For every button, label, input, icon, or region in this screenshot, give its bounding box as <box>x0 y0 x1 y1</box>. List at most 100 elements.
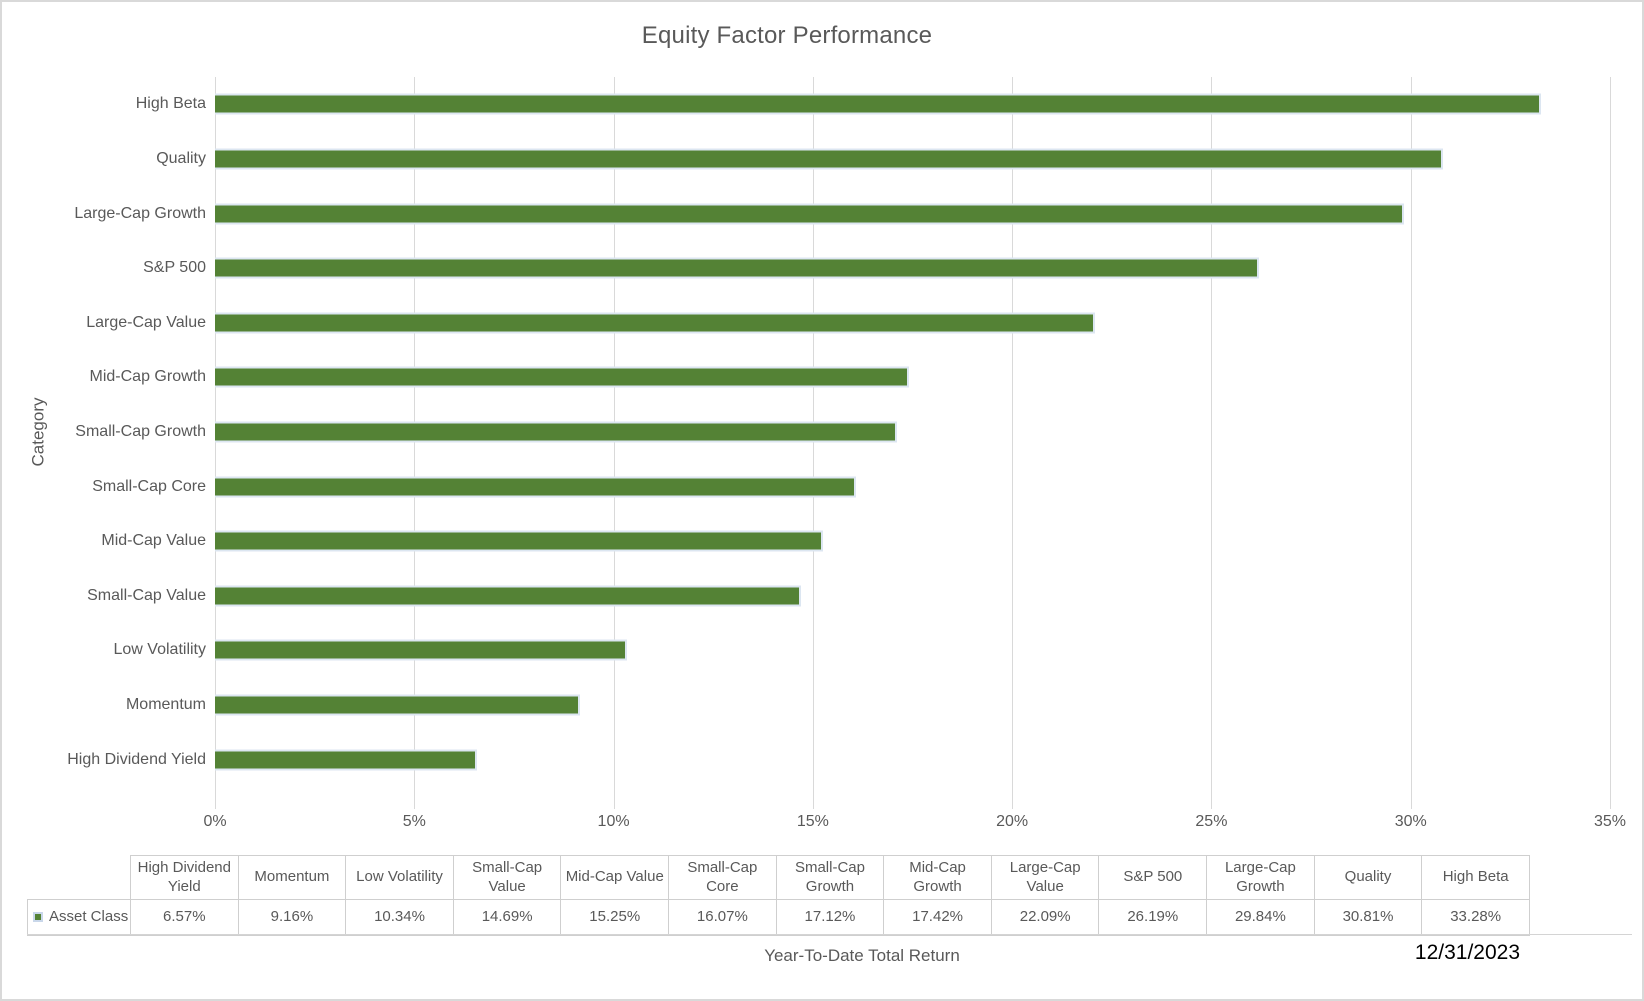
table-column-header: Large-Cap Value <box>990 855 1100 900</box>
x-axis-tick <box>215 787 216 809</box>
bar <box>215 530 823 552</box>
bar <box>215 312 1096 334</box>
category-label: Quality <box>156 149 206 167</box>
bar-row: S&P 500 <box>143 241 1610 296</box>
category-label: Mid-Cap Growth <box>89 368 206 386</box>
bar <box>215 694 581 716</box>
bar-row: High Beta <box>136 77 1610 132</box>
x-tick-label: 25% <box>1195 813 1228 830</box>
table-value-cell: 26.19% <box>1098 899 1208 936</box>
table-column-header: Small-Cap Core <box>668 855 777 900</box>
category-label: Mid-Cap Value <box>101 532 206 550</box>
table-column-header: Mid-Cap Growth <box>883 855 992 900</box>
bar <box>215 639 628 661</box>
table-value-row: Asset Class 6.57% 9.16% 10.34% 14.69% 15.25% 1… <box>27 899 1530 936</box>
category-label: Small-Cap Core <box>92 477 206 495</box>
table-column-header: High Beta <box>1421 855 1530 900</box>
category-label: Small-Cap Value <box>87 586 206 604</box>
table-column-header: Momentum <box>237 855 347 900</box>
x-tick-label: 20% <box>996 813 1029 830</box>
plot-area: 0% 5% 10% 15% 20% 25% 30% 35% High Beta Quality La… <box>67 77 1626 830</box>
x-tick-label: 30% <box>1394 813 1427 830</box>
bar <box>215 476 856 498</box>
bar-row: Small-Cap Value <box>87 569 1610 624</box>
bar-row: Large-Cap Growth <box>74 186 1610 241</box>
x-gridline <box>1610 77 1611 787</box>
bar <box>215 257 1259 279</box>
bar <box>215 93 1542 115</box>
bar <box>215 148 1443 170</box>
table-value-cell: 17.12% <box>775 899 885 936</box>
bar-row: Small-Cap Growth <box>75 405 1610 460</box>
y-axis-title-wrap: Category <box>20 77 56 787</box>
table-value-cell: 14.69% <box>452 899 562 936</box>
table-value-cell: 30.81% <box>1313 899 1423 936</box>
bar-row: Momentum <box>126 678 1610 733</box>
x-axis-tick <box>1610 787 1611 809</box>
data-table: High Dividend Yield Momentum Low Volatilit… <box>27 855 1530 936</box>
category-label: Large-Cap Growth <box>74 204 206 222</box>
category-label: High Beta <box>135 95 206 113</box>
x-axis-tick <box>1012 787 1014 809</box>
table-value-cell: 9.16% <box>237 899 347 936</box>
series-name-label: Asset Class <box>49 908 129 926</box>
table-body: High Dividend Yield Momentum Low Volatilit… <box>27 855 1530 936</box>
bar <box>215 585 801 607</box>
category-label: Momentum <box>125 696 206 714</box>
table-corner-cell <box>28 856 131 900</box>
bar-row: Low Volatility <box>114 623 1610 678</box>
table-value-cell: 6.57% <box>130 899 239 936</box>
table-column-header: Quality <box>1313 855 1423 900</box>
as-of-date: 12/31/2023 <box>1414 941 1520 964</box>
bar <box>215 366 910 388</box>
table-column-header: Small-Cap Growth <box>775 855 885 900</box>
y-axis-title: Category <box>28 397 48 467</box>
x-gridline <box>1211 77 1213 787</box>
table-value-cell: 33.28% <box>1421 899 1530 936</box>
x-axis-tick <box>1211 787 1213 809</box>
x-axis-tick <box>414 787 416 809</box>
table-value-cell: 17.42% <box>883 899 992 936</box>
bar-row: Mid-Cap Value <box>101 514 1610 569</box>
x-tick-label: 5% <box>402 813 426 830</box>
bar <box>215 421 898 443</box>
bar <box>215 203 1405 225</box>
bar-row: Quality <box>156 132 1610 187</box>
bar-row: Large-Cap Value <box>86 295 1610 350</box>
x-axis-title: Year-To-Date Total Return <box>764 946 960 965</box>
x-axis-tick <box>613 787 615 809</box>
table-column-header: Small-Cap Value <box>452 855 562 900</box>
category-label: Large-Cap Value <box>86 313 206 331</box>
bar <box>215 749 477 771</box>
category-label: Small-Cap Growth <box>75 422 206 440</box>
x-tick-label: 35% <box>1593 813 1627 830</box>
table-column-header: S&P 500 <box>1098 855 1208 900</box>
table-column-header: Mid-Cap Value <box>560 855 670 900</box>
table-value-cell: 10.34% <box>345 899 454 936</box>
x-axis-tick <box>812 787 814 809</box>
table-value-cell: 29.84% <box>1206 899 1315 936</box>
table-column-header: Large-Cap Growth <box>1206 855 1315 900</box>
table-value-cell: 15.25% <box>560 899 670 936</box>
x-gridline <box>1410 77 1412 787</box>
table-value-cell: 16.07% <box>668 899 777 936</box>
table-column-header: Low Volatility <box>345 855 454 900</box>
series-legend-key-icon <box>33 912 43 923</box>
table-bottom-border <box>27 934 1632 935</box>
x-tick-label: 15% <box>796 813 829 830</box>
category-label: S&P 500 <box>143 259 206 277</box>
bar-row: Small-Cap Core <box>92 459 1610 514</box>
x-axis-tick <box>1410 787 1412 809</box>
x-tick-label: 0% <box>203 813 227 830</box>
bar-row: High Dividend Yield <box>67 732 1610 787</box>
series-row-header: Asset Class <box>27 899 131 936</box>
table-header-row: High Dividend Yield Momentum Low Volatilit… <box>28 855 1530 900</box>
chart-title: Equity Factor Performance <box>641 22 933 49</box>
category-label: Low Volatility <box>113 641 207 659</box>
table-value-cell: 22.09% <box>990 899 1100 936</box>
category-label: High Dividend Yield <box>67 750 206 768</box>
bar-row: Mid-Cap Growth <box>90 350 1610 405</box>
table-column-header: High Dividend Yield <box>130 855 239 900</box>
x-tick-label: 10% <box>597 813 630 830</box>
